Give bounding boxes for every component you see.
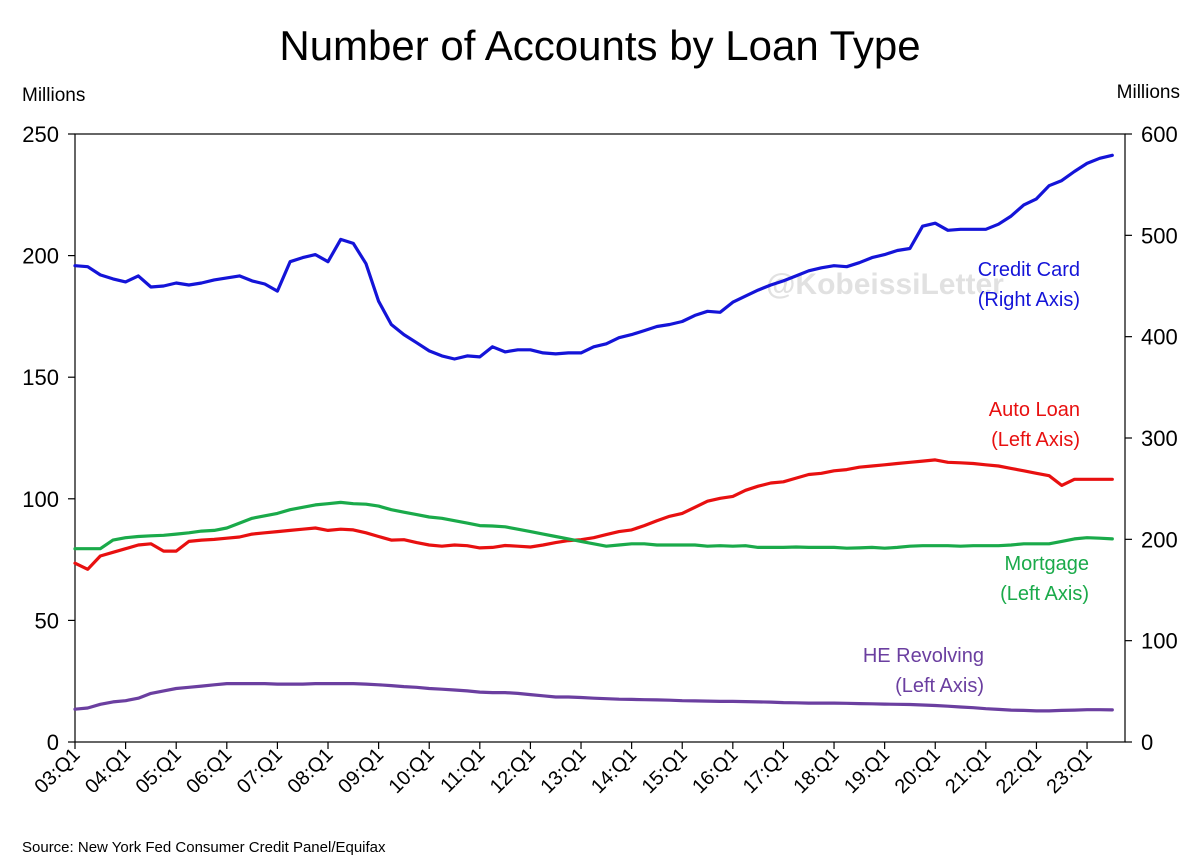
label-auto-loan: Auto Loan	[989, 399, 1080, 421]
x-tick-label: 04:Q1	[81, 744, 135, 798]
x-tick-label: 17:Q1	[739, 744, 793, 798]
x-tick-label: 21:Q1	[941, 744, 995, 798]
right-tick-label: 100	[1141, 629, 1178, 654]
x-tick-label: 06:Q1	[182, 744, 236, 798]
label-he-revolving-axis: (Left Axis)	[895, 675, 984, 697]
x-tick-label: 10:Q1	[385, 744, 439, 798]
series-line-he-revolving	[73, 681, 1114, 713]
x-tick-label: 22:Q1	[992, 744, 1046, 798]
x-tick-label: 23:Q1	[1043, 744, 1097, 798]
label-credit-card-axis: (Right Axis)	[978, 289, 1080, 311]
x-tick-label: 18:Q1	[789, 744, 843, 798]
series-lines	[73, 153, 1114, 713]
left-axis: 0 50 100 150 200 250	[22, 122, 75, 755]
right-axis-unit-label: Millions	[1117, 82, 1180, 103]
label-credit-card: Credit Card	[978, 259, 1080, 281]
left-tick-label: 250	[22, 122, 59, 147]
x-tick-label: 20:Q1	[891, 744, 945, 798]
x-tick-label: 14:Q1	[587, 744, 641, 798]
right-tick-label: 0	[1141, 730, 1153, 755]
right-tick-label: 400	[1141, 325, 1178, 350]
left-tick-label: 50	[35, 608, 59, 633]
x-tick-label: 16:Q1	[688, 744, 742, 798]
x-tick-label: 08:Q1	[283, 744, 337, 798]
chart-title: Number of Accounts by Loan Type	[279, 22, 920, 69]
series-line-auto-loan	[73, 458, 1114, 571]
source-note: Source: New York Fed Consumer Credit Pan…	[22, 839, 386, 856]
left-tick-label: 150	[22, 365, 59, 390]
right-axis: 0 100 200 300 400 500 600	[1125, 122, 1178, 755]
x-tick-label: 19:Q1	[840, 744, 894, 798]
left-axis-unit-label: Millions	[22, 85, 85, 106]
right-tick-label: 600	[1141, 122, 1178, 147]
x-axis: 03:Q104:Q105:Q106:Q107:Q108:Q109:Q110:Q1…	[30, 742, 1097, 798]
x-tick-label: 07:Q1	[233, 744, 287, 798]
left-tick-label: 0	[47, 730, 59, 755]
left-tick-label: 100	[22, 487, 59, 512]
x-tick-label: 15:Q1	[638, 744, 692, 798]
left-tick-label: 200	[22, 244, 59, 269]
label-he-revolving: HE Revolving	[863, 645, 984, 667]
x-tick-label: 13:Q1	[536, 744, 590, 798]
label-auto-loan-axis: (Left Axis)	[991, 429, 1080, 451]
x-tick-label: 12:Q1	[486, 744, 540, 798]
right-tick-label: 500	[1141, 223, 1178, 248]
right-tick-label: 200	[1141, 527, 1178, 552]
series-line-credit-card	[73, 153, 1114, 361]
series-line-mortgage	[73, 500, 1114, 551]
right-tick-label: 300	[1141, 426, 1178, 451]
x-tick-label: 05:Q1	[132, 744, 186, 798]
label-mortgage-axis: (Left Axis)	[1000, 583, 1089, 605]
label-mortgage: Mortgage	[1005, 553, 1090, 575]
x-tick-label: 11:Q1	[436, 744, 489, 797]
x-tick-label: 09:Q1	[334, 744, 388, 798]
